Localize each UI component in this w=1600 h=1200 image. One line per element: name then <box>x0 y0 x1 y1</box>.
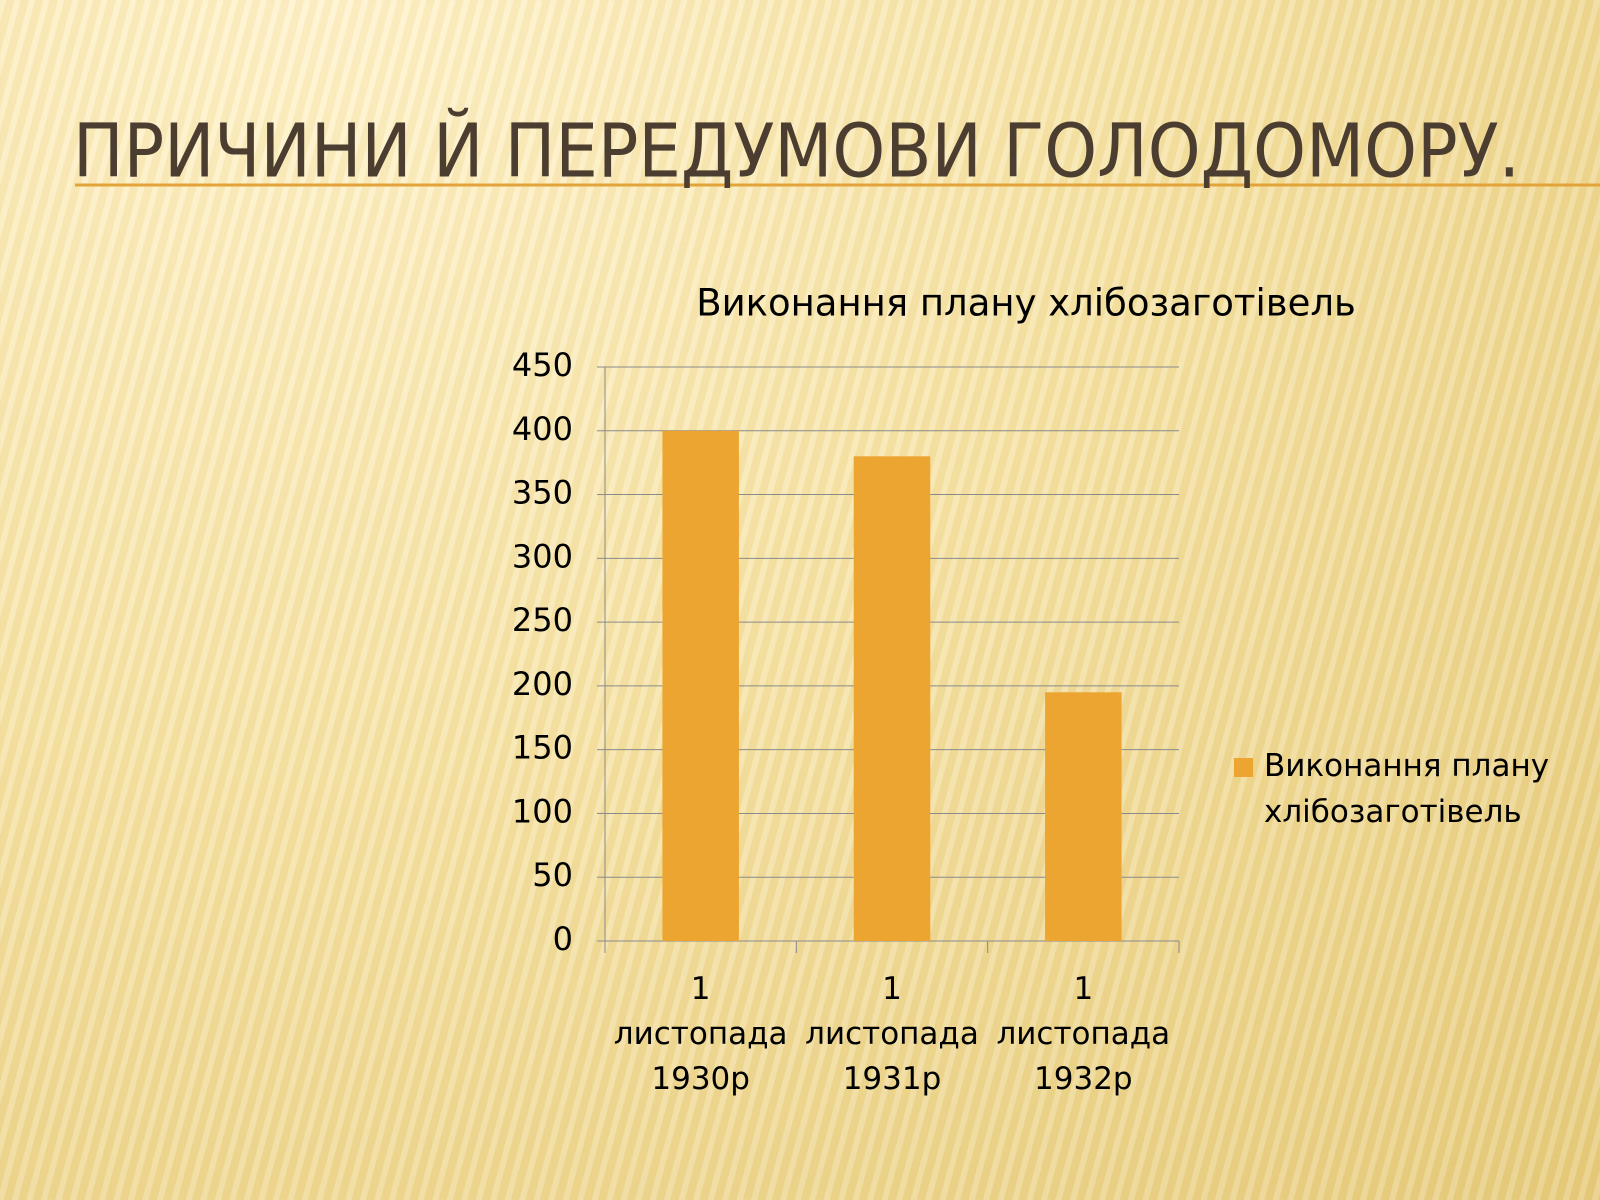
y-tick-label: 100 <box>512 792 573 830</box>
x-tick-label: 1 листопада 1930р <box>614 971 788 1097</box>
y-tick-label: 450 <box>512 346 573 384</box>
y-tick-label: 250 <box>512 601 573 639</box>
y-tick-label: 50 <box>532 856 573 894</box>
legend-label: Виконання плану хлібозаготівель <box>1264 748 1549 830</box>
y-tick-label: 400 <box>512 410 573 448</box>
bar <box>1045 692 1122 941</box>
y-tick-label: 200 <box>512 665 573 703</box>
y-tick-label: 300 <box>512 537 573 575</box>
y-tick-label: 350 <box>512 474 573 512</box>
x-tick-label: 1 листопада 1932р <box>996 971 1170 1097</box>
y-tick-label: 150 <box>512 729 573 767</box>
legend-swatch <box>1234 758 1253 777</box>
y-tick-label: 0 <box>553 920 573 958</box>
slide-title: ПРИЧИНИ Й ПЕРЕДУМОВИ ГОЛОДОМОРУ. <box>73 107 1520 195</box>
chart-title: Виконання плану хлібозаготівель <box>696 282 1356 325</box>
bar <box>662 430 739 941</box>
bar <box>853 456 931 941</box>
x-tick-label: 1 листопада 1931р <box>805 971 979 1097</box>
